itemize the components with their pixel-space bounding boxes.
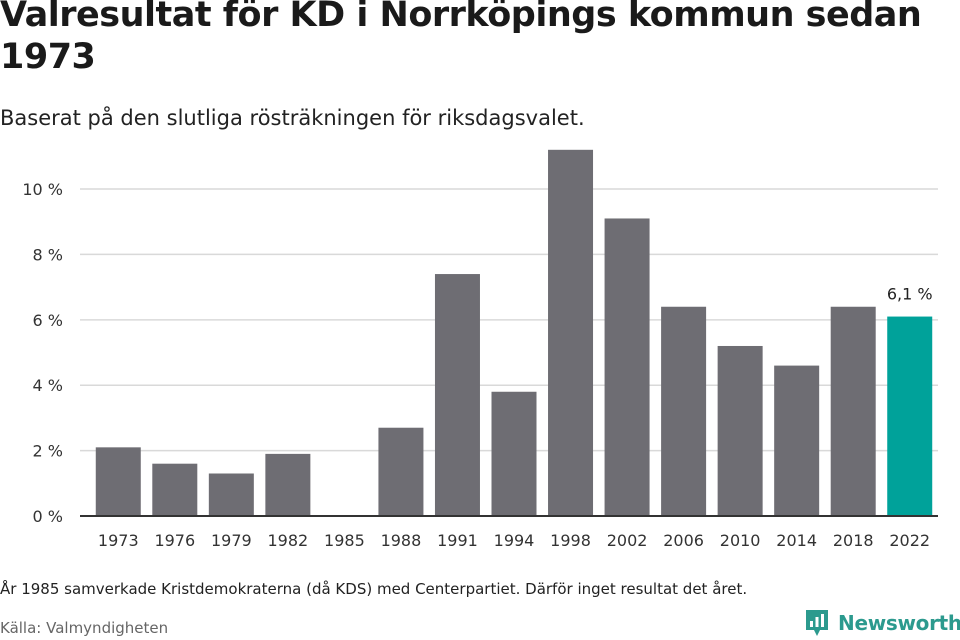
y-tick-label: 4 % bbox=[33, 376, 63, 395]
bar-1988 bbox=[378, 427, 424, 516]
x-tick-label: 1973 bbox=[98, 531, 139, 550]
bar-chart: 0 % 2 % 4 % 6 % 8 % 10 % 1973 1976 1979 1982 1985 1… bbox=[22, 149, 938, 550]
y-tick-label: 8 % bbox=[33, 245, 63, 264]
bar-2014 bbox=[774, 365, 820, 516]
bar-1998 bbox=[548, 149, 594, 516]
x-tick-label: 2002 bbox=[607, 531, 648, 550]
x-tick-label: 2014 bbox=[776, 531, 817, 550]
x-tick-label: 2018 bbox=[833, 531, 874, 550]
y-tick-label: 10 % bbox=[22, 180, 63, 199]
bar-1994 bbox=[491, 391, 537, 516]
bar-2022 bbox=[887, 316, 933, 516]
x-tick-label: 2006 bbox=[663, 531, 704, 550]
x-tick-label: 1991 bbox=[437, 531, 478, 550]
x-tick-label: 1994 bbox=[494, 531, 535, 550]
bar-2006 bbox=[661, 306, 707, 516]
chart-note: År 1985 samverkade Kristdemokraterna (då… bbox=[0, 580, 748, 598]
bar-2002 bbox=[604, 218, 650, 516]
x-tick-label: 2022 bbox=[889, 531, 930, 550]
x-tick-label: 1979 bbox=[211, 531, 252, 550]
chart-title: Valresultat för KD i Norrköpings kommun … bbox=[0, 0, 922, 77]
x-tick-label: 1998 bbox=[550, 531, 591, 550]
chart-subtitle: Baserat på den slutliga rösträkningen fö… bbox=[0, 106, 585, 130]
brand-name: Newsworthy bbox=[838, 611, 960, 635]
bar-2018 bbox=[830, 306, 876, 516]
x-tick-label: 1982 bbox=[268, 531, 309, 550]
x-tick-label: 2010 bbox=[720, 531, 761, 550]
y-tick-label: 6 % bbox=[33, 311, 63, 330]
bar-1982 bbox=[265, 453, 311, 516]
y-tick-label: 0 % bbox=[33, 507, 63, 526]
bar-1973 bbox=[95, 447, 141, 516]
bar-1976 bbox=[152, 463, 198, 516]
bar-1991 bbox=[434, 274, 480, 516]
x-tick-label: 1988 bbox=[381, 531, 422, 550]
newsworthy-logo-icon bbox=[806, 610, 828, 636]
bar-2010 bbox=[717, 345, 763, 516]
x-tick-label: 1976 bbox=[154, 531, 195, 550]
y-tick-label: 2 % bbox=[33, 442, 63, 461]
source-credit: Källa: Valmyndigheten bbox=[0, 619, 169, 637]
x-tick-label: 1985 bbox=[324, 531, 365, 550]
data-label-2022: 6,1 % bbox=[887, 285, 933, 304]
bar-1979 bbox=[208, 473, 254, 516]
newsworthy-logo[interactable]: Newsworthy bbox=[804, 608, 960, 638]
